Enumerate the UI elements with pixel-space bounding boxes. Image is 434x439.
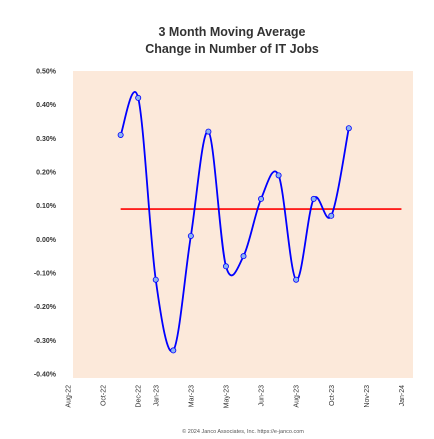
- x-tick-label: Nov-23: [364, 385, 371, 408]
- y-tick-label: 0.20%: [36, 170, 57, 177]
- y-tick-label: -0.20%: [34, 304, 57, 311]
- x-axis: Aug-22 Oct-22 Dec-22 Jan-23 Mar-23 May-23 Jun-…: [66, 385, 406, 408]
- y-axis: 0.50% 0.40% 0.30% 0.20% 0.10% 0.00% -0.10% -0.2…: [34, 69, 57, 379]
- y-tick-label: -0.40%: [34, 372, 57, 379]
- data-point: [275, 172, 282, 179]
- data-point: [345, 125, 352, 132]
- y-tick-label: -0.10%: [34, 271, 57, 278]
- data-point: [328, 212, 335, 219]
- y-tick-label: -0.30%: [34, 338, 57, 345]
- data-point: [152, 276, 159, 283]
- data-point: [170, 347, 177, 354]
- x-tick-label: Mar-23: [188, 385, 195, 407]
- data-point: [258, 195, 265, 202]
- credit-text: © 2024 Janco Associates, Inc. https://e-…: [182, 428, 304, 435]
- x-tick-label: Aug-23: [294, 385, 301, 408]
- data-point: [135, 94, 142, 101]
- data-point: [310, 195, 317, 202]
- y-tick-label: 0.50%: [36, 69, 57, 76]
- x-tick-label: Jan-23: [153, 385, 160, 407]
- data-point: [293, 276, 300, 283]
- chart-subtitle: Change in Number of IT Jobs: [145, 42, 319, 56]
- x-tick-label: Jun-23: [259, 385, 266, 407]
- x-tick-label: May-23: [223, 385, 230, 408]
- y-tick-label: 0.40%: [36, 102, 57, 109]
- data-point: [240, 253, 247, 260]
- plot-area: [73, 71, 413, 378]
- x-tick-label: Oct-23: [329, 385, 336, 406]
- data-point: [222, 263, 229, 270]
- x-tick-label: Aug-22: [66, 385, 73, 408]
- x-tick-label: Dec-22: [136, 385, 143, 408]
- x-tick-label: Jan-24: [399, 385, 406, 407]
- y-tick-label: 0.00%: [36, 237, 57, 244]
- y-tick-label: 0.10%: [36, 203, 57, 210]
- data-point: [117, 131, 124, 138]
- data-point: [205, 128, 212, 135]
- chart-title: 3 Month Moving Average: [158, 25, 305, 39]
- x-tick-label: Oct-22: [101, 385, 108, 406]
- data-point: [187, 232, 194, 239]
- y-tick-label: 0.30%: [36, 136, 57, 143]
- series-markers: [117, 94, 352, 354]
